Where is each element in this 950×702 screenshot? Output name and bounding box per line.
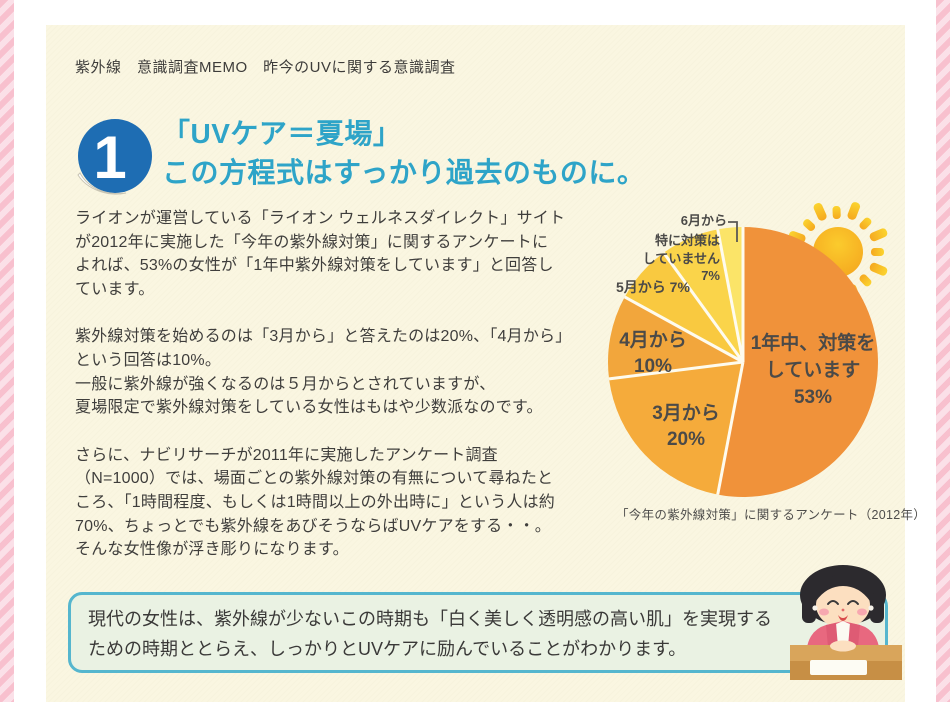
page-curl-icon	[77, 172, 127, 195]
paper-icon	[810, 660, 867, 675]
paragraph-1: ライオンが運営している「ライオン ウェルネスダイレクト」サイト が2012年に実…	[75, 210, 566, 298]
section-number: 1	[93, 124, 126, 191]
slice-label-may: 5月から 7%	[616, 279, 690, 295]
mouth-icon	[838, 615, 848, 621]
pie-slice	[717, 227, 878, 497]
pie-slice-dividers	[608, 227, 745, 495]
pie-chart: 1年中、対策を しています 53% 3月から 20% 4月から 10% 5月から…	[585, 190, 930, 535]
slice-label-june: 6月から	[680, 213, 727, 228]
section-title-line2: この方程式はすっかり過去のものに。	[162, 157, 646, 188]
conclusion-text: 現代の女性は、紫外線が少ないこの時期も「白く美しく透明感の高い肌」を実現する た…	[88, 609, 772, 659]
slice-label-april: 4月から 10%	[619, 330, 687, 377]
pie-chart-svg	[607, 202, 888, 497]
earring-icon	[812, 605, 818, 611]
paragraph-3: さらに、ナビリサーチが2011年に実施したアンケート調査 （N=1000）では、…	[75, 446, 555, 559]
pie-slice	[609, 362, 743, 495]
page-header: 紫外線 意識調査MEMO 昨今のUVに関する意識調査	[75, 59, 456, 76]
section-title: 「UVケア＝夏場」 この方程式はすっかり過去のものに。	[162, 114, 645, 192]
paragraph-2: 紫外線対策を始めるのは「3月から」と答えたのは20%、「4月から」 という回答は…	[75, 328, 572, 417]
section-title-line1: 「UVケア＝夏場」	[162, 118, 402, 149]
slice-label-all-year: 1年中、対策を しています 53%	[750, 333, 876, 408]
slice-label-march: 3月から 20%	[652, 403, 720, 450]
june-leader-line	[728, 221, 738, 242]
earring-icon	[868, 605, 874, 611]
pie-slice	[624, 252, 743, 362]
woman-illustration	[790, 565, 902, 680]
hands-icon	[830, 640, 856, 652]
slice-label-no-measures: 特に対策は していません 7%	[642, 233, 720, 283]
eye-icon	[827, 600, 839, 605]
pink-stripe-border-left	[0, 0, 14, 702]
section-number-badge: 1	[77, 119, 152, 195]
desk-icon	[790, 645, 902, 661]
eye-icon	[847, 600, 859, 605]
article-body: ライオンが運営している「ライオン ウェルネスダイレクト」サイト が2012年に実…	[75, 207, 595, 586]
face-icon	[816, 582, 870, 628]
chart-caption: 「今年の紫外線対策」に関するアンケート（2012年）	[616, 508, 927, 522]
badge-circle-icon	[78, 119, 152, 193]
pie-slice	[607, 296, 743, 379]
conclusion-box: 現代の女性は、紫外線が少ないこの時期も「白く美しく透明感の高い肌」を実現する た…	[68, 592, 888, 673]
pink-stripe-border-right	[936, 0, 950, 702]
